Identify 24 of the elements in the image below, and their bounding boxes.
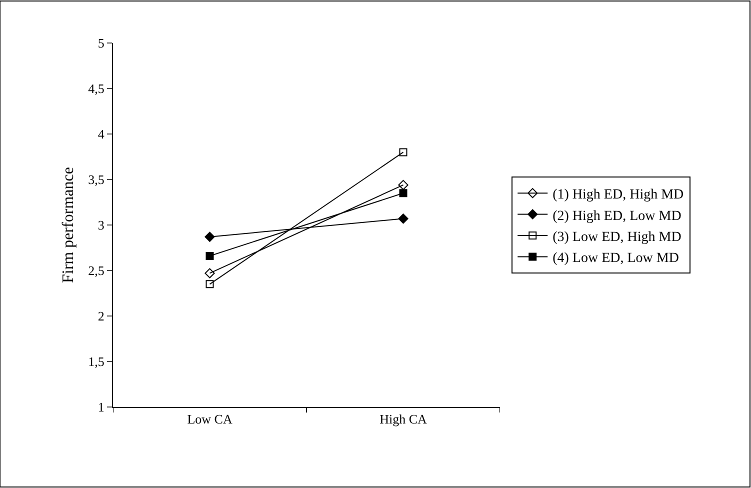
y-tick-label: 1 [98, 400, 104, 415]
y-tick-label: 2,5 [88, 263, 104, 278]
x-tick-label: High CA [380, 412, 428, 427]
y-tick-label: 2 [98, 308, 104, 324]
y-axis-title: Firm performance [60, 167, 78, 283]
y-tick-label: 3 [98, 218, 104, 233]
point [204, 268, 215, 278]
legend-label: (3) Low ED, High MD [552, 230, 682, 245]
y-tick-label: 1,5 [88, 354, 104, 370]
x-tick-label: Low CA [187, 412, 233, 427]
point [398, 180, 408, 190]
y-tick-label: 3,5 [88, 172, 104, 188]
point [398, 214, 408, 224]
legend-label: (1) High ED, High MD [552, 188, 684, 203]
y-tick-label: 4,5 [88, 81, 104, 96]
y-tick-label: 5 [98, 36, 104, 51]
point [204, 232, 215, 242]
point [206, 252, 214, 260]
legend-label: (4) Low ED, Low MD [552, 251, 679, 266]
legend-label: (2) High ED, Low MD [552, 208, 682, 224]
y-tick-label: 4 [98, 126, 105, 142]
point [206, 280, 214, 288]
point [399, 148, 408, 156]
point [399, 189, 408, 198]
